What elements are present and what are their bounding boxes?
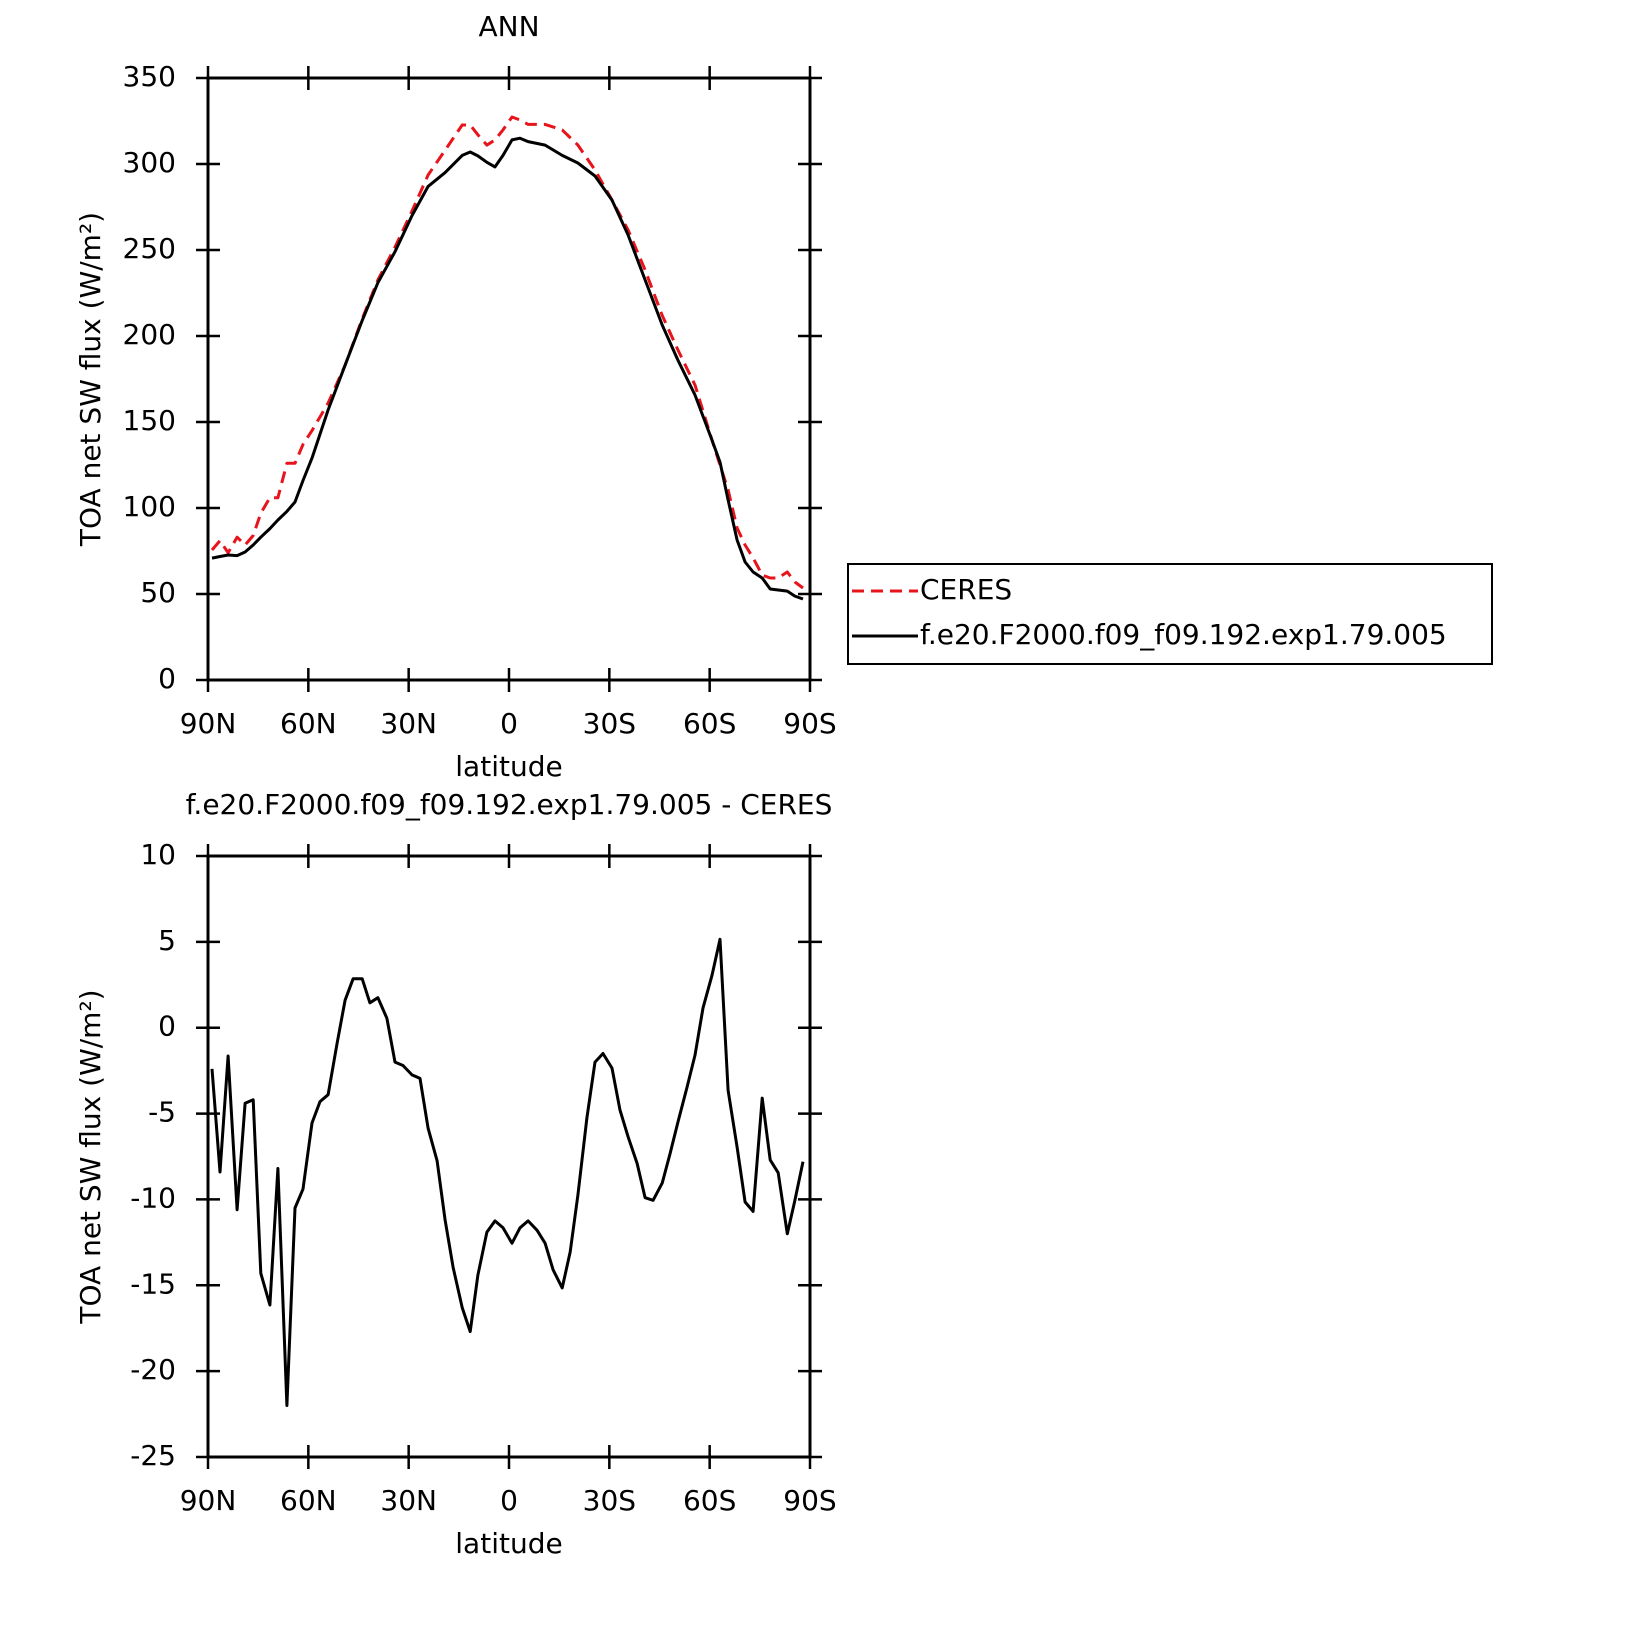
plot-frame [206,854,812,1459]
y-tick-label: 350 [123,60,176,93]
x-axis-label: latitude [455,750,562,783]
x-tick-label: 60S [683,1484,736,1517]
y-tick-label: 100 [123,490,176,523]
y-tick-label: -10 [130,1181,176,1214]
plot-frame [206,76,812,682]
x-axis-label: latitude [455,1527,562,1560]
legend-label: CERES [920,573,1012,606]
y-tick-label: 10 [140,838,176,871]
chart-title: f.e20.F2000.f09_f09.192.exp1.79.005 - CE… [186,788,833,821]
x-tick-label: 60N [280,707,337,740]
y-tick-label: 0 [158,662,176,695]
x-tick-label: 90S [783,1484,836,1517]
y-tick-label: 50 [140,576,176,609]
x-tick-label: 90N [180,1484,237,1517]
x-tick-label: 0 [500,1484,518,1517]
x-tick-label: 90S [783,707,836,740]
x-tick-label: 30S [583,1484,636,1517]
y-axis-label: TOA net SW flux (W/m²) [74,212,107,547]
x-tick-label: 60S [683,707,736,740]
x-tick-label: 30S [583,707,636,740]
x-tick-label: 0 [500,707,518,740]
y-tick-label: 150 [123,404,176,437]
x-tick-label: 30N [380,707,437,740]
x-tick-label: 60N [280,1484,337,1517]
legend-box [847,563,1493,665]
y-tick-label: -20 [130,1353,176,1386]
y-tick-label: 0 [158,1010,176,1043]
y-tick-label: 300 [123,146,176,179]
y-tick-label: 250 [123,232,176,265]
y-tick-label: -5 [148,1096,176,1129]
y-tick-label: -15 [130,1267,176,1300]
data-line [210,937,805,1407]
legend: CERES f.e20.F2000.f09_f09.192.exp1.79.005 [847,563,1493,665]
legend-label: f.e20.F2000.f09_f09.192.exp1.79.005 [920,618,1447,651]
x-tick-label: 30N [380,1484,437,1517]
y-tick-label: -25 [130,1439,176,1472]
data-line [210,115,804,590]
data-line [211,136,804,601]
chart-title: ANN [478,10,539,43]
y-axis-label: TOA net SW flux (W/m²) [74,989,107,1324]
y-tick-label: 5 [158,924,176,957]
y-tick-label: 200 [123,318,176,351]
x-tick-label: 90N [180,707,237,740]
